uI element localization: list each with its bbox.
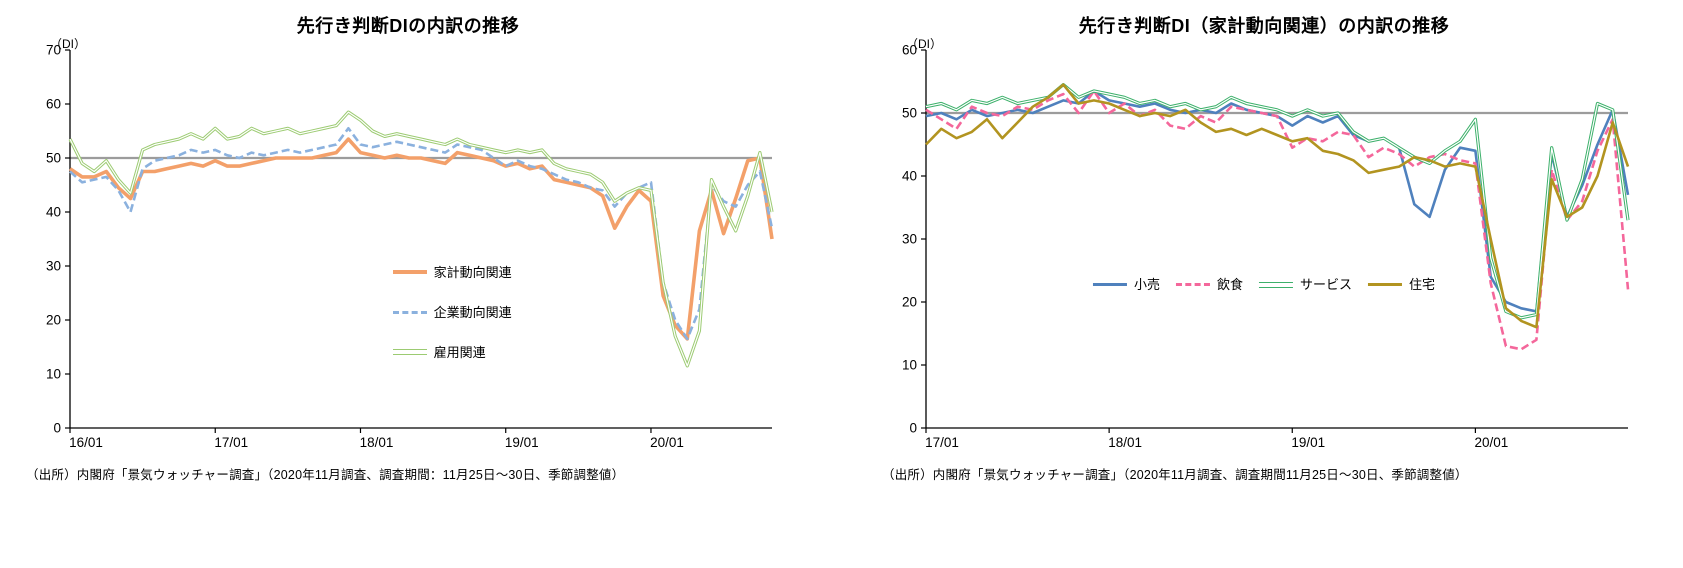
svg-text:70: 70 — [46, 43, 61, 58]
legend-line-sample — [1259, 281, 1293, 288]
legend-label: 家計動向関連 — [433, 264, 512, 280]
chart-legend: 小売 飲食 サービス 住宅 — [1092, 277, 1435, 293]
chart-title: 先行き判断DI（家計動向関連）の内訳の推移 — [1078, 16, 1450, 36]
svg-text:40: 40 — [902, 169, 917, 184]
svg-text:20: 20 — [46, 313, 61, 328]
legend-label: 企業動向関連 — [433, 304, 512, 320]
svg-text:40: 40 — [46, 205, 61, 220]
svg-text:18/01: 18/01 — [360, 435, 394, 450]
chart-title: 先行き判断DIの内訳の推移 — [296, 16, 520, 36]
chart-panel-di-breakdown: （DI） 先行き判断DIの内訳の推移 0 10 20 30 40 50 60 70 16/01 1… — [24, 4, 792, 483]
legend-line-sample — [392, 270, 427, 275]
legend-item: サービス — [1259, 278, 1352, 291]
y-axis-unit-label: （DI） — [50, 37, 87, 51]
svg-text:60: 60 — [902, 43, 917, 58]
chart-panel-di-household-breakdown: （DI） 先行き判断DI（家計動向関連）の内訳の推移 0 10 20 30 40 50 60… — [880, 4, 1648, 483]
svg-text:20: 20 — [902, 295, 917, 310]
chart-legend: 家計動向関連 企業動向関連 雇用関連 — [392, 264, 512, 360]
legend-line-sample — [392, 310, 427, 314]
svg-text:16/01: 16/01 — [69, 435, 103, 450]
legend-label: サービス — [1300, 277, 1353, 293]
legend-line-sample — [1368, 283, 1403, 287]
svg-text:10: 10 — [902, 358, 917, 373]
line-chart: 0 10 20 30 40 50 60 17/01 18/01 19/01 20/01 — [902, 43, 1630, 450]
svg-text:0: 0 — [53, 421, 61, 436]
svg-text:30: 30 — [46, 259, 61, 274]
legend-item: 企業動向関連 — [392, 304, 512, 320]
svg-text:18/01: 18/01 — [1108, 435, 1142, 450]
y-axis-unit-label: （DI） — [906, 37, 943, 51]
legend-line-sample — [1175, 283, 1210, 287]
svg-text:20/01: 20/01 — [650, 435, 684, 450]
legend-label: 住宅 — [1409, 277, 1436, 293]
plot-area: 0 10 20 30 40 50 60 17/01 18/01 19/01 20/01 小売 飲食 サー… — [880, 40, 1648, 458]
legend-item: 雇用関連 — [392, 344, 512, 360]
svg-text:20/01: 20/01 — [1474, 435, 1508, 450]
line-chart: 0 10 20 30 40 50 60 70 16/01 17/01 18/01 19/01 20/01 — [46, 43, 774, 450]
svg-text:19/01: 19/01 — [505, 435, 539, 450]
svg-text:19/01: 19/01 — [1291, 435, 1325, 450]
legend-item: 住宅 — [1368, 278, 1435, 291]
legend-label: 小売 — [1133, 277, 1160, 293]
legend-item: 飲食 — [1175, 277, 1243, 293]
plot-area: 0 10 20 30 40 50 60 70 16/01 17/01 18/01 19/01 20/01… — [24, 40, 792, 458]
legend-item: 小売 — [1092, 277, 1160, 293]
svg-text:60: 60 — [46, 97, 61, 112]
charts-row: （DI） 先行き判断DIの内訳の推移 0 10 20 30 40 50 60 70 16/01 1… — [24, 4, 1648, 483]
legend-item: 家計動向関連 — [392, 264, 512, 280]
svg-text:30: 30 — [902, 232, 917, 247]
legend-label: 飲食 — [1216, 277, 1243, 293]
legend-line-sample — [1092, 283, 1127, 287]
source-note: （出所）内閣府「景気ウォッチャー調査」（2020年11月調査、調査期間：11月2… — [26, 468, 625, 482]
svg-text:50: 50 — [46, 151, 61, 166]
svg-text:10: 10 — [46, 367, 61, 382]
svg-text:17/01: 17/01 — [925, 435, 959, 450]
legend-line-sample — [392, 349, 427, 356]
svg-text:17/01: 17/01 — [214, 435, 248, 450]
legend-label: 雇用関連 — [433, 344, 486, 360]
svg-text:0: 0 — [909, 421, 917, 436]
svg-text:50: 50 — [902, 106, 917, 121]
source-note: （出所）内閣府「景気ウォッチャー調査」（2020年11月調査、調査期間11月25… — [882, 468, 1468, 482]
